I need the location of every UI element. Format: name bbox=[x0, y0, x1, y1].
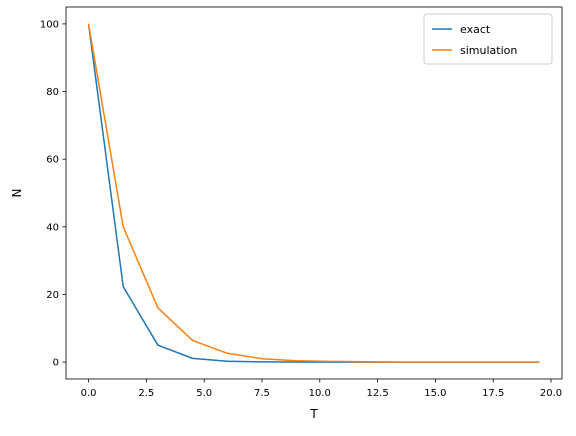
x-axis-label: T bbox=[309, 407, 318, 421]
x-tick-label: 20.0 bbox=[540, 388, 562, 399]
y-axis-ticks: 0 20 40 60 80 100 bbox=[40, 19, 66, 369]
x-tick-label: 15.0 bbox=[424, 388, 446, 399]
y-axis-label: N bbox=[10, 189, 24, 198]
legend-label-simulation: simulation bbox=[460, 44, 517, 57]
y-tick-label: 80 bbox=[46, 87, 59, 98]
y-tick-label: 100 bbox=[40, 19, 59, 30]
y-tick-label: 0 bbox=[53, 358, 59, 369]
x-tick-label: 5.0 bbox=[196, 388, 212, 399]
x-tick-label: 12.5 bbox=[366, 388, 388, 399]
y-tick-label: 20 bbox=[46, 290, 59, 301]
series-lines bbox=[87, 23, 540, 363]
plot-area bbox=[66, 7, 562, 379]
x-tick-label: 2.5 bbox=[138, 388, 154, 399]
y-tick-label: 60 bbox=[46, 155, 59, 166]
legend-label-exact: exact bbox=[460, 23, 491, 36]
legend: exact simulation bbox=[423, 13, 553, 65]
y-tick-label: 40 bbox=[46, 222, 59, 233]
legend-box bbox=[423, 13, 553, 65]
series-line-simulation bbox=[87, 23, 540, 363]
x-tick-label: 7.5 bbox=[254, 388, 270, 399]
x-tick-label: 0.0 bbox=[81, 388, 97, 399]
x-axis-ticks: 0.0 2.5 5.0 7.5 10.0 12.5 15.0 17.5 20.0 bbox=[81, 379, 562, 399]
x-tick-label: 17.5 bbox=[482, 388, 504, 399]
x-tick-label: 10.0 bbox=[309, 388, 331, 399]
plot-frame bbox=[65, 6, 563, 380]
